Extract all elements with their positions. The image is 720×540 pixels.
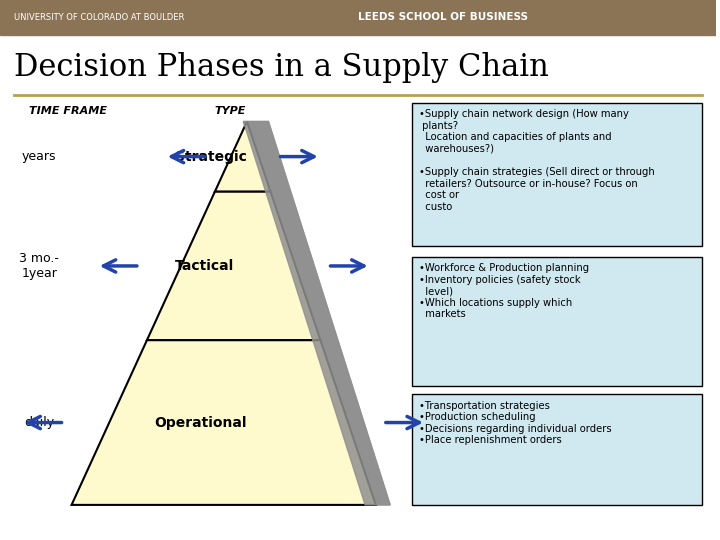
Text: UNIVERSITY OF COLORADO AT BOULDER: UNIVERSITY OF COLORADO AT BOULDER bbox=[14, 13, 185, 22]
Text: •Workforce & Production planning
•Inventory policies (safety stock
  level)
•Whi: •Workforce & Production planning •Invent… bbox=[419, 263, 589, 319]
Polygon shape bbox=[147, 192, 320, 340]
Bar bbox=[0, 0, 716, 35]
Text: TIME FRAME: TIME FRAME bbox=[29, 106, 107, 116]
Text: Operational: Operational bbox=[154, 416, 247, 429]
FancyBboxPatch shape bbox=[412, 103, 701, 246]
Text: LEEDS SCHOOL OF BUSINESS: LEEDS SCHOOL OF BUSINESS bbox=[358, 12, 528, 22]
Text: •Supply chain network design (How many
 plants?
  Location and capacities of pla: •Supply chain network design (How many p… bbox=[419, 109, 654, 212]
FancyBboxPatch shape bbox=[412, 394, 701, 505]
Polygon shape bbox=[243, 122, 390, 505]
Text: daily: daily bbox=[24, 416, 55, 429]
Text: Decision Phases in a Supply Chain: Decision Phases in a Supply Chain bbox=[14, 52, 549, 83]
Polygon shape bbox=[71, 340, 376, 505]
Text: TYPE: TYPE bbox=[215, 106, 246, 116]
Text: Strategic: Strategic bbox=[175, 150, 247, 164]
Polygon shape bbox=[243, 122, 390, 505]
Text: 3 mo.-
1year: 3 mo.- 1year bbox=[19, 252, 59, 280]
Polygon shape bbox=[215, 122, 271, 192]
Text: Tactical: Tactical bbox=[174, 259, 233, 273]
FancyBboxPatch shape bbox=[412, 256, 701, 386]
Text: years: years bbox=[22, 150, 57, 163]
Text: TYPICAL DECISIONS: TYPICAL DECISIONS bbox=[415, 106, 539, 116]
Text: •Transportation strategies
•Production scheduling
•Decisions regarding individua: •Transportation strategies •Production s… bbox=[419, 401, 611, 446]
